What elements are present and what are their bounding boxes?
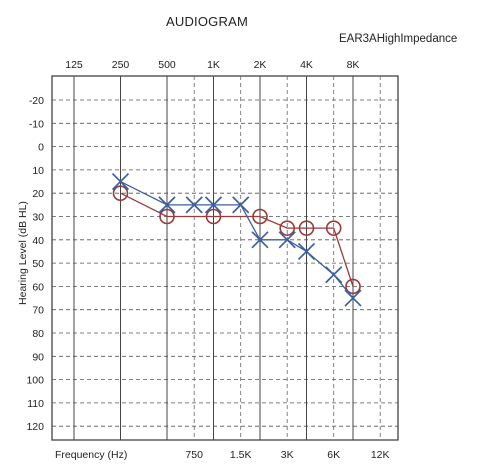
circle-marker: [159, 208, 175, 225]
top-freq-label: 1K: [207, 59, 220, 71]
circle-marker: [325, 220, 342, 236]
cross-marker: [251, 231, 269, 249]
y-tick-label: 70: [32, 305, 44, 317]
cross-marker: [278, 231, 296, 249]
chart-title: AUDIOGRAM: [166, 14, 248, 29]
chart-subtitle: EAR3AHighImpedance: [339, 33, 458, 45]
cross-marker: [325, 266, 343, 284]
y-tick-label: 80: [32, 328, 44, 340]
y-tick-label: 20: [32, 188, 44, 200]
bottom-freq-label: 750: [185, 449, 203, 461]
circle-marker: [345, 278, 361, 295]
y-tick-label: 100: [26, 375, 44, 387]
y-tick-label: 40: [32, 235, 44, 247]
circle-marker: [279, 220, 296, 236]
y-tick-label: 50: [32, 258, 44, 270]
top-freq-label: 4K: [300, 59, 313, 71]
cross-marker: [111, 172, 130, 191]
cross-series-line: [120, 180, 354, 299]
cross-marker: [344, 289, 362, 307]
y-tick-label: 60: [32, 281, 44, 293]
x-axis-label: Frequency (Hz): [55, 449, 127, 461]
bottom-freq-label: 3K: [281, 449, 294, 461]
top-freq-label: 500: [158, 59, 176, 71]
plot-frame: [51, 75, 399, 441]
y-tick-label: 30: [32, 212, 44, 224]
top-freq-label: 125: [65, 59, 83, 71]
cross-marker: [185, 196, 203, 214]
cross-marker: [158, 196, 176, 214]
circle-marker: [112, 185, 129, 201]
top-freq-label: 8K: [347, 59, 360, 71]
top-freq-label: 2K: [254, 59, 267, 71]
cross-marker: [232, 196, 250, 214]
bottom-freq-label: 12K: [371, 449, 390, 461]
y-tick-label: 90: [32, 351, 44, 363]
y-tick-label: -10: [29, 118, 44, 130]
circle-marker: [205, 208, 222, 225]
circle-marker: [252, 208, 268, 225]
y-tick-label: -20: [29, 95, 44, 107]
y-tick-label: 10: [32, 165, 44, 177]
cross-marker: [297, 242, 316, 261]
circle-marker: [298, 220, 315, 236]
top-freq-label: 250: [112, 59, 130, 71]
cross-marker: [204, 196, 223, 214]
bottom-freq-label: 6K: [327, 449, 340, 461]
bottom-freq-label: 1.5K: [230, 449, 252, 461]
y-tick-label: 120: [26, 421, 44, 433]
y-tick-label: 0: [38, 142, 44, 154]
y-tick-label: 110: [27, 398, 44, 410]
